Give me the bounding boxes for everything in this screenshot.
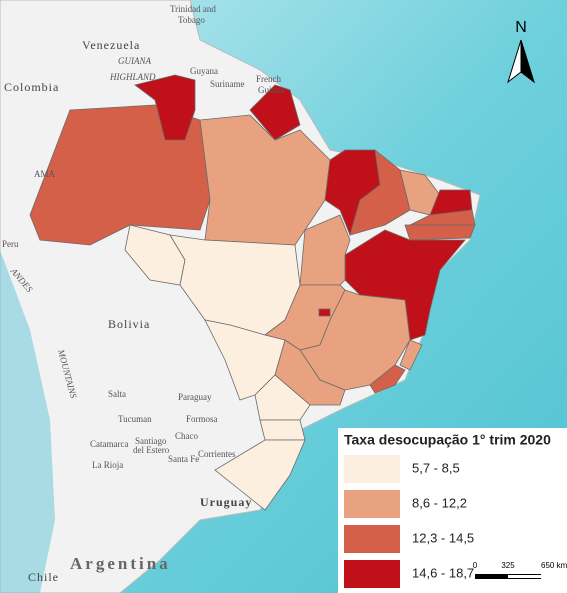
- legend-label: 14,6 - 18,7: [412, 565, 474, 580]
- place-label: Santa Fe: [168, 454, 199, 464]
- place-label: Salta: [108, 389, 126, 399]
- legend-swatch: [344, 560, 400, 588]
- place-label: Peru: [2, 239, 19, 249]
- place-label: GUIANA: [118, 56, 151, 66]
- legend-label: 5,7 - 8,5: [412, 460, 460, 475]
- place-label: AMA: [34, 169, 56, 179]
- state: [214, 439, 306, 511]
- north-label: N: [515, 19, 527, 36]
- place-label: HIGHLAND: [109, 72, 156, 82]
- state: [254, 374, 311, 421]
- legend-label: 12,3 - 14,5: [412, 530, 474, 545]
- place-label: Chaco: [175, 431, 198, 441]
- place-label: Argentina: [70, 554, 171, 573]
- legend-swatch: [344, 525, 400, 553]
- place-label: Chile: [28, 570, 59, 584]
- state: [399, 339, 423, 371]
- arrow-right: [520, 39, 535, 84]
- place-label: Colombia: [4, 80, 59, 94]
- place-label: Suriname: [210, 79, 245, 89]
- state: [369, 364, 406, 394]
- place-label: Santiago: [135, 436, 167, 446]
- legend-title: Taxa desocupação 1° trim 2020: [344, 432, 551, 448]
- state: [404, 224, 476, 241]
- legend-swatch: [344, 490, 400, 518]
- place-label: Uruguay: [200, 495, 252, 509]
- scale-bar: 0 325 650 km: [473, 561, 567, 579]
- legend-label: 8,6 - 12,2: [412, 495, 467, 510]
- place-label: Tobago: [178, 15, 205, 25]
- scale-label: 0: [473, 561, 478, 570]
- state: [249, 84, 301, 141]
- place-label: Guyana: [190, 66, 218, 76]
- place-label: Trinidad and: [170, 4, 216, 14]
- state: [259, 419, 306, 441]
- place-label: Paraguay: [178, 392, 212, 402]
- place-label: Catamarca: [90, 439, 128, 449]
- scale-label: 650 km: [541, 561, 567, 570]
- state: [134, 74, 196, 141]
- state: [344, 229, 466, 341]
- place-label: Guiana: [258, 85, 284, 95]
- legend-items: 5,7 - 8,5 8,6 - 12,2 12,3 - 14,5 14,6 - 18,…: [344, 455, 474, 588]
- place-label: Venezuela: [82, 38, 140, 52]
- place-label: La Rioja: [92, 460, 123, 470]
- place-label: Bolivia: [108, 317, 150, 331]
- legend-swatch: [344, 455, 400, 483]
- place-label: French: [256, 74, 281, 84]
- place-label: Corrientes: [198, 449, 236, 459]
- state: [318, 308, 331, 317]
- scale-label: 325: [501, 561, 515, 570]
- place-label: Formosa: [186, 414, 218, 424]
- north-arrow: N: [507, 19, 535, 84]
- pacific-coast: [0, 250, 55, 593]
- scale-segment: [508, 575, 541, 578]
- place-label: del Estero: [133, 445, 170, 455]
- place-label: Tucuman: [118, 414, 152, 424]
- brazil-states: [29, 74, 476, 511]
